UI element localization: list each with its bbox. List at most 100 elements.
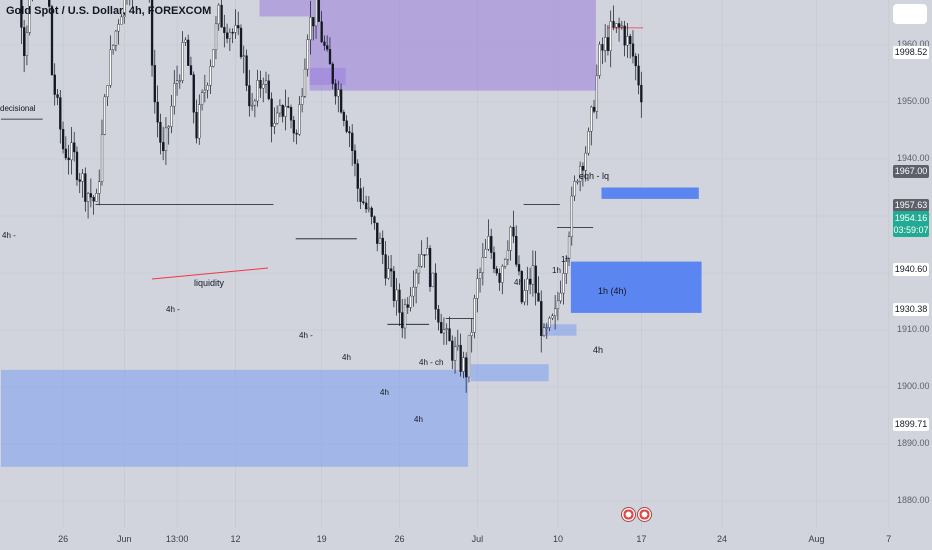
us-flag-icon[interactable] (637, 507, 652, 522)
candle-body (620, 25, 624, 28)
purple-zone-5 (309, 0, 596, 91)
price-label-1957: 1957.63 (893, 199, 929, 212)
candle-body (248, 85, 251, 107)
candle-body (103, 96, 106, 135)
candle-body (189, 65, 193, 75)
chart-levels (1, 27, 644, 325)
candle-body (220, 4, 223, 28)
blue-zone-bottom (470, 364, 549, 382)
candle-body (289, 107, 293, 121)
annotation-h4-b: 4h - (166, 305, 180, 314)
candle-body (437, 309, 440, 323)
candle-body (501, 265, 504, 283)
candle-body (295, 132, 298, 135)
candle-body (84, 173, 87, 202)
candle-body (159, 121, 162, 143)
candle-body (178, 80, 182, 82)
blue-zone-small (543, 324, 577, 336)
candle-body (456, 344, 460, 348)
candle-body (495, 268, 498, 274)
candle-body (78, 179, 81, 182)
annotation-h4-e: 4h - ch (419, 358, 444, 367)
annotation-h4-h: 4h (514, 278, 523, 287)
x-tick-label: 7 (886, 534, 892, 544)
candle-body (326, 45, 329, 50)
candle-body (303, 68, 307, 97)
candle-body (540, 301, 543, 337)
blue-zone-4h (570, 261, 702, 313)
candle-body (359, 188, 362, 202)
candle-body (81, 173, 84, 182)
candle-body (353, 150, 357, 164)
candle-body (351, 132, 354, 151)
candle-body (481, 257, 485, 273)
candle-body (28, 0, 31, 33)
price-label-1967: 1967.00 (893, 165, 929, 178)
candle-body (415, 272, 418, 288)
candle-body (551, 315, 554, 319)
current-price-value: 1954.16 (894, 213, 928, 223)
candle-body (428, 248, 432, 287)
candle-body (523, 290, 526, 303)
candle-body (156, 101, 159, 123)
price-label-1998: 1998.52 (893, 46, 929, 59)
annotation-eqh: eqh - lq (579, 171, 610, 181)
candle-body (262, 84, 265, 89)
candle-body (640, 84, 643, 103)
current-price-label: 1954.16 03:59:07 (893, 211, 929, 237)
candle-body (570, 195, 574, 238)
candle-body (401, 312, 404, 329)
candle-body (203, 89, 207, 93)
candle-body (512, 226, 515, 237)
candle-body (609, 21, 612, 51)
chart-title: Gold Spot / U.S. Dollar, 4h, FOREXCOM (6, 5, 212, 17)
candle-body (342, 112, 346, 121)
y-tick-label: 1910.00 (897, 324, 930, 334)
candle-body (440, 322, 443, 334)
candle-body (526, 278, 529, 291)
candle-body (462, 357, 465, 372)
bar-countdown: 03:59:07 (893, 225, 929, 235)
chart-toolbar-box[interactable] (893, 4, 927, 24)
candle-body (631, 43, 635, 57)
candle-body (562, 273, 565, 294)
candle-body (153, 65, 156, 103)
candle-body (164, 127, 168, 152)
candle-body (284, 106, 287, 117)
candle-body (473, 298, 476, 333)
candle-body (334, 83, 337, 97)
candle-body (390, 268, 393, 272)
candle-body (409, 295, 412, 308)
annotation-decisional: decisional (0, 104, 36, 113)
x-tick-label: 12 (230, 534, 241, 544)
candle-body (61, 128, 65, 150)
candle-body (442, 329, 446, 334)
candle-body (328, 49, 332, 65)
candle-body (276, 112, 279, 124)
candle-body (487, 236, 490, 250)
candle-body (637, 65, 640, 86)
candle-body (598, 44, 601, 76)
price-label-1940: 1940.60 (893, 263, 929, 276)
candle-body (228, 32, 232, 39)
candle-body (117, 23, 120, 32)
y-tick-label: 1880.00 (897, 495, 930, 505)
candle-body (356, 163, 359, 189)
us-flag-icon[interactable] (621, 507, 636, 522)
candle-body (612, 21, 615, 28)
annotation-h4-d: 4h (342, 353, 351, 362)
candle-body (312, 17, 315, 27)
candle-body (498, 273, 501, 283)
y-tick-label: 1950.00 (897, 96, 930, 106)
candle-body (111, 44, 115, 51)
candle-body (387, 268, 390, 279)
candle-body (534, 265, 537, 294)
candle-body (237, 25, 240, 29)
candle-body (306, 39, 309, 70)
candle-body (195, 112, 198, 139)
candle-body (245, 55, 248, 86)
candle-body (214, 23, 218, 51)
candle-body (579, 165, 582, 182)
candle-body (548, 317, 551, 328)
